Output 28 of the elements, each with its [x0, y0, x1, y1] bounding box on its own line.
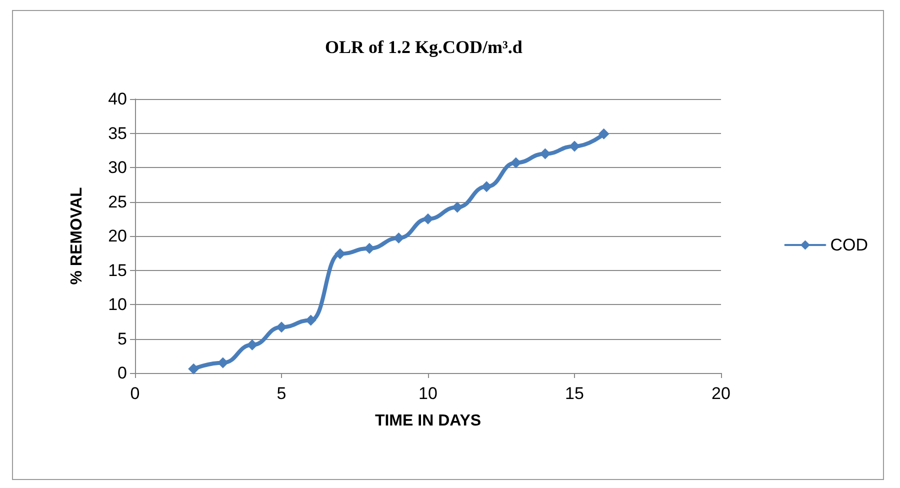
y-tick-label: 40 — [108, 90, 127, 108]
y-tick-label: 10 — [108, 295, 127, 314]
chart-title: OLR of 1.2 Kg.COD/m³.d — [325, 37, 522, 57]
point — [598, 128, 610, 140]
point — [481, 181, 492, 192]
point — [452, 202, 463, 213]
y-tick-label: 20 — [108, 226, 127, 246]
y-tick-label: 5 — [118, 329, 127, 348]
y-tick-label: 35 — [108, 124, 127, 143]
point — [188, 363, 200, 374]
point — [246, 339, 258, 350]
y-tick-label: 25 — [108, 192, 127, 212]
x-tick-label: 10 — [418, 384, 438, 403]
point — [422, 213, 434, 224]
x-axis-title: TIME IN DAYS — [374, 412, 482, 430]
y-tick-label: 15 — [108, 260, 127, 280]
y-tick-label: 0 — [118, 364, 127, 382]
point — [569, 140, 580, 152]
point — [510, 157, 522, 168]
x-tick-label: 20 — [712, 384, 730, 403]
point — [276, 322, 287, 333]
y-tick-label: 30 — [108, 158, 127, 177]
x-tick-label: 5 — [276, 384, 286, 403]
legend-label: COD — [830, 236, 868, 254]
x-tick-label: 0 — [130, 384, 140, 403]
x-tick-label: 15 — [565, 384, 584, 403]
y-axis-title: % REMOVAL — [68, 187, 86, 285]
point — [393, 232, 404, 244]
